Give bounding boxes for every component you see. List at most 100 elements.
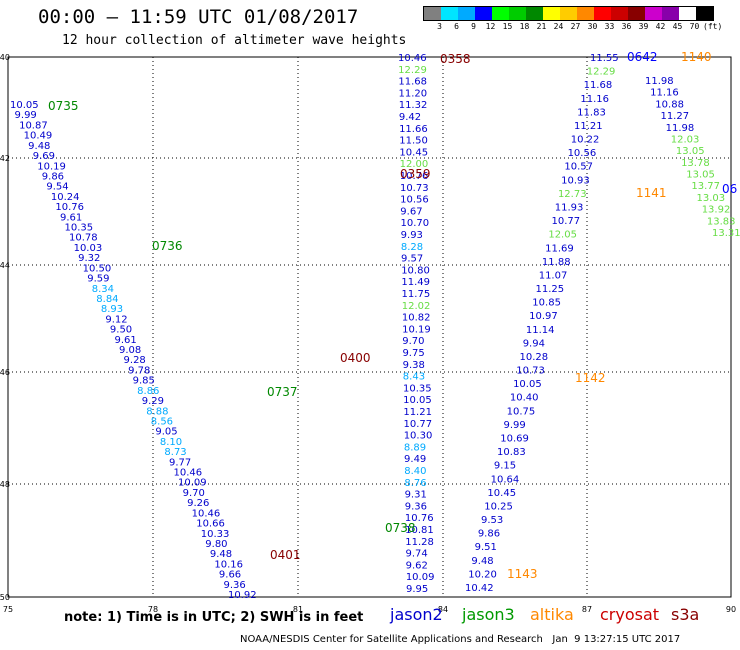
- wave-height-value: 10.28: [519, 352, 548, 363]
- wave-height-value: 13.05: [686, 170, 715, 181]
- wave-height-value: 9.67: [400, 206, 422, 217]
- wave-height-value: 8.40: [404, 466, 426, 477]
- wave-height-value: 10.22: [571, 135, 600, 146]
- wave-height-value: 11.75: [402, 289, 431, 300]
- page-subtitle: 12 hour collection of altimeter wave hei…: [62, 33, 407, 48]
- wave-height-value: 12.03: [671, 134, 700, 145]
- wave-height-value: 10.33: [201, 529, 230, 540]
- wave-height-value: 9.77: [169, 457, 191, 468]
- x-tick-label: 84: [438, 605, 448, 614]
- wave-height-value: 9.74: [405, 549, 427, 560]
- legend-swatch: [696, 7, 713, 20]
- wave-height-value: 9.86: [42, 171, 64, 182]
- wave-height-value: 12.29: [398, 65, 427, 76]
- wave-height-value: 10.16: [214, 559, 243, 570]
- wave-height-value: 9.48: [471, 556, 493, 567]
- wave-height-value: 8.56: [151, 416, 173, 427]
- legend-swatch: [424, 7, 441, 20]
- legend-swatch: [577, 7, 594, 20]
- wave-height-value: 8.86: [137, 386, 159, 397]
- legend-swatch: [611, 7, 628, 20]
- wave-height-value: 9.42: [399, 112, 421, 123]
- wave-height-value: 10.03: [74, 243, 103, 254]
- pass-time-label: 1140: [681, 50, 712, 64]
- wave-height-value: 10.20: [468, 569, 497, 580]
- wave-height-value: 10.78: [69, 233, 98, 244]
- wave-height-value: 9.28: [124, 355, 146, 366]
- wave-height-value: 9.50: [110, 325, 132, 336]
- wave-height-value: 10.19: [402, 324, 431, 335]
- wave-height-value: 9.53: [481, 515, 503, 526]
- wave-height-value: 10.93: [561, 175, 590, 186]
- wave-height-value: 10.76: [400, 171, 429, 182]
- wave-height-value: 8.76: [404, 478, 426, 489]
- wave-height-value: 9.69: [33, 151, 55, 162]
- y-tick-label: -44: [0, 261, 10, 270]
- y-tick-label: -48: [0, 480, 10, 489]
- wave-height-value: 10.25: [484, 501, 513, 512]
- wave-height-value: 9.61: [60, 212, 82, 223]
- color-legend: [423, 6, 714, 21]
- satellite-name: jason2: [390, 605, 443, 624]
- wave-height-value: 9.32: [78, 253, 100, 264]
- wave-height-value: 11.55: [590, 53, 619, 64]
- legend-label: 21: [536, 22, 547, 31]
- wave-height-value: 10.76: [55, 202, 84, 213]
- pass-time-label: 0735: [48, 99, 79, 113]
- wave-height-value: 9.36: [223, 580, 245, 591]
- wave-height-value: 11.68: [584, 80, 613, 91]
- wave-height-value: 11.21: [574, 121, 603, 132]
- wave-height-value: 10.57: [564, 162, 593, 173]
- pass-time-label: 0358: [440, 52, 471, 66]
- pass-time-label: 0400: [340, 351, 371, 365]
- wave-height-value: 11.14: [526, 325, 555, 336]
- y-tick-label: -40: [0, 53, 10, 62]
- wave-height-value: 9.99: [503, 420, 525, 431]
- pass-time-label: 06: [722, 182, 737, 196]
- legend-swatch: [543, 7, 560, 20]
- pass-time-label: 1143: [507, 567, 538, 581]
- wave-height-value: 10.85: [532, 298, 561, 309]
- wave-height-value: 9.85: [133, 376, 155, 387]
- wave-height-value: 11.16: [650, 88, 679, 99]
- wave-height-value: 8.34: [92, 284, 114, 295]
- wave-height-value: 12.29: [587, 67, 616, 78]
- wave-height-value: 8.93: [101, 304, 123, 315]
- satellite-name: altika: [530, 605, 574, 624]
- wave-height-value: 10.46: [174, 468, 203, 479]
- wave-height-value: 10.50: [83, 263, 112, 274]
- wave-height-value: 11.49: [401, 277, 430, 288]
- legend-label: 3: [437, 22, 442, 31]
- legend-label: 27: [570, 22, 581, 31]
- pass-time-label: 1142: [575, 371, 606, 385]
- wave-height-value: 8.84: [96, 294, 118, 305]
- x-tick-label: 75: [3, 605, 13, 614]
- pass-time-label: 0737: [267, 385, 298, 399]
- legend-swatch: [560, 7, 577, 20]
- wave-height-value: 9.70: [402, 336, 424, 347]
- wave-height-value: 10.09: [178, 478, 207, 489]
- wave-height-value: 9.86: [478, 529, 500, 540]
- wave-height-value: 10.83: [497, 447, 526, 458]
- wave-height-value: 9.80: [205, 539, 227, 550]
- wave-height-value: 10.19: [37, 161, 66, 172]
- wave-height-value: 10.49: [24, 131, 53, 142]
- legend-label: 36: [621, 22, 632, 31]
- legend-label: (ft): [703, 22, 723, 31]
- wave-height-value: 10.73: [400, 183, 429, 194]
- wave-height-value: 10.92: [228, 590, 257, 601]
- legend-swatch: [645, 7, 662, 20]
- pass-time-label: 0359: [400, 167, 431, 181]
- wave-height-value: 9.48: [28, 141, 50, 152]
- wave-height-value: 9.62: [406, 560, 428, 571]
- wave-height-value: 11.93: [555, 202, 584, 213]
- wave-height-value: 10.77: [552, 216, 581, 227]
- wave-height-value: 13.77: [691, 181, 720, 192]
- wave-height-value: 10.87: [19, 120, 48, 131]
- wave-height-value: 11.68: [398, 77, 427, 88]
- wave-height-value: 11.32: [399, 100, 428, 111]
- wave-height-value: 9.75: [402, 348, 424, 359]
- wave-height-value: 9.57: [401, 254, 423, 265]
- legend-swatch: [679, 7, 696, 20]
- wave-height-value: 11.69: [545, 243, 574, 254]
